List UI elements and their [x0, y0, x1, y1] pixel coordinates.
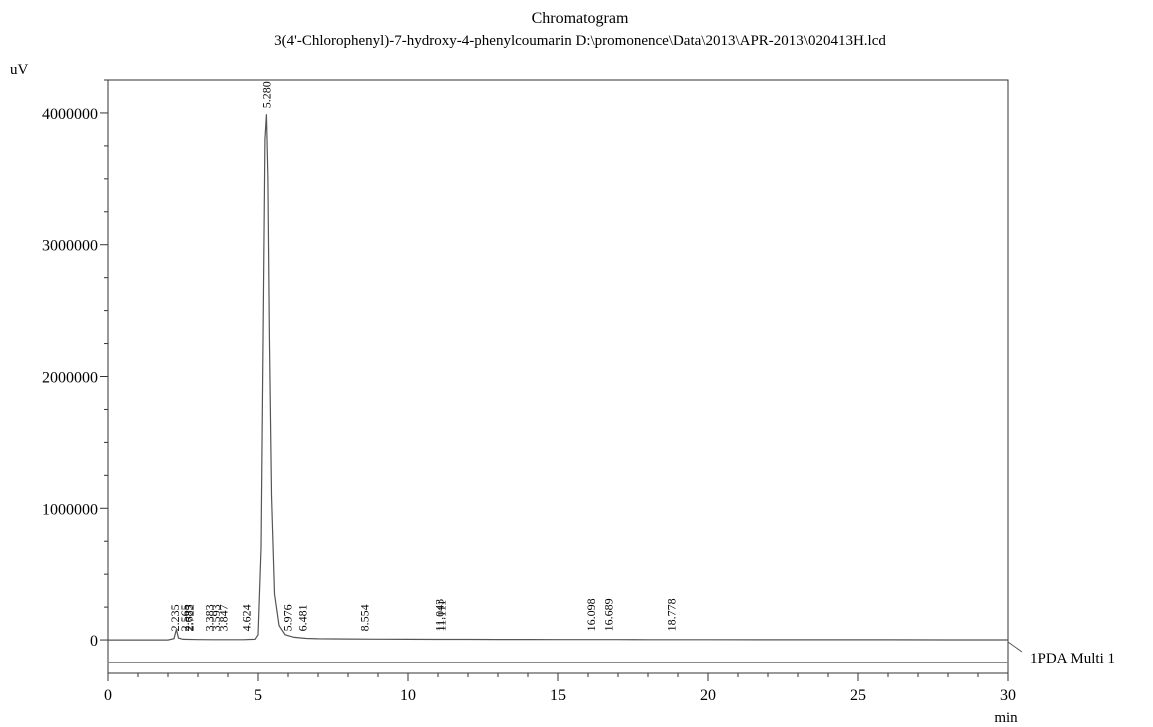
chart-subtitle: 3(4'-Chlorophenyl)-7-hydroxy-4-phenylcou…: [274, 33, 886, 49]
peak-label: 18.778: [664, 598, 678, 631]
peak-label: 11.043: [432, 599, 446, 632]
peak-label: 16.098: [584, 598, 598, 631]
peak-label: 2.235: [168, 604, 182, 631]
peak-label: 6.481: [295, 604, 309, 631]
peak-label: 5.280: [259, 81, 273, 108]
y-axis-unit: uV: [10, 62, 29, 78]
x-tick-label: 25: [850, 687, 866, 704]
y-tick-label: 4000000: [42, 106, 98, 123]
peak-label: 3.847: [216, 604, 230, 631]
y-tick-label: 2000000: [42, 370, 98, 387]
peak-label: 3.383: [203, 604, 217, 631]
peak-label: 2.685: [182, 604, 196, 631]
trace-group: [108, 114, 1008, 663]
peak-label: 2.565: [178, 604, 192, 631]
x-tick-label: 15: [550, 687, 566, 704]
trace-label: 1PDA Multi 1: [1030, 651, 1115, 667]
series-line: [108, 114, 1008, 641]
peak-label: 11.111: [434, 600, 448, 632]
y-axis: 0 1000000 2000000 3000000 4000000: [42, 79, 108, 650]
peak-label: 4.624: [240, 604, 254, 631]
trace-label-leader: [1007, 641, 1023, 653]
peak-label: 16.689: [602, 598, 616, 631]
peak-label: 8.554: [358, 604, 372, 631]
peak-label: 3.593: [209, 604, 223, 631]
peak-label: 5.976: [280, 604, 294, 631]
plot-frame: [107, 79, 1009, 674]
x-tick-label: 30: [1000, 687, 1016, 704]
y-tick-label: 3000000: [42, 238, 98, 255]
peak-label: 2.722: [183, 604, 197, 631]
x-tick-label: 10: [400, 687, 416, 704]
x-tick-label: 0: [104, 687, 112, 704]
x-axis-unit: min: [994, 710, 1018, 726]
y-tick-label: 0: [90, 633, 98, 650]
chart-title: Chromatogram: [532, 10, 629, 27]
y-tick-label: 1000000: [42, 501, 98, 518]
x-axis: 0 5 10 15 20 25 30: [104, 673, 1016, 704]
x-tick-label: 20: [700, 687, 716, 704]
x-tick-label: 5: [254, 687, 262, 704]
